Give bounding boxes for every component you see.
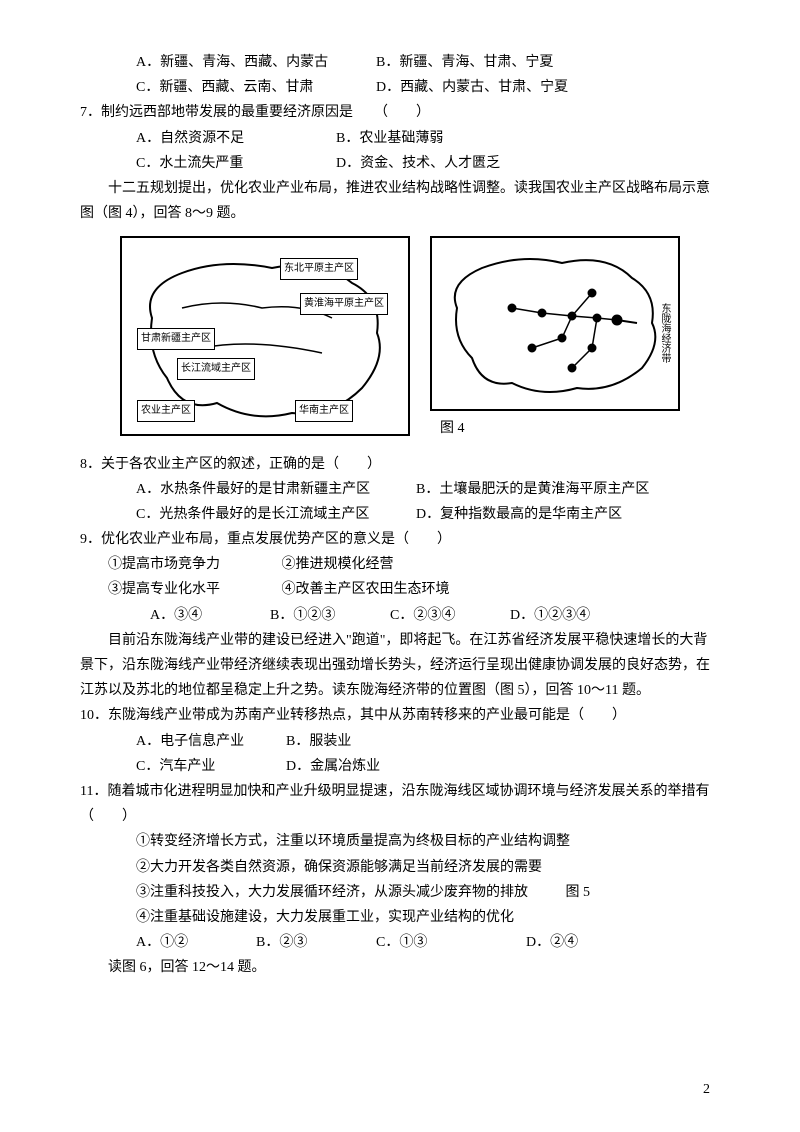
fig4-caption: 图 4 xyxy=(440,416,465,441)
q8-opt-b: B．土壤最肥沃的是黄淮海平原主产区 xyxy=(416,477,649,502)
map-label-dongbei: 东北平原主产区 xyxy=(280,258,358,280)
q7-row2: C．水土流失严重 D．资金、技术、人才匮乏 xyxy=(80,151,720,176)
q6-opt-d: D．西藏、内蒙古、甘肃、宁夏 xyxy=(376,75,568,100)
q7-opt-a: A．自然资源不足 xyxy=(136,126,336,151)
map-label-huanghuai: 黄淮海平原主产区 xyxy=(300,293,388,315)
figure-4-left-map: 东北平原主产区 黄淮海平原主产区 甘肃新疆主产区 长江流域主产区 华南主产区 农… xyxy=(120,236,410,436)
intro-fig4: 十二五规划提出，优化农业产业布局，推进农业结构战略性调整。读我国农业主产区战略布… xyxy=(80,176,720,226)
q11-opts: A．①② B．②③ C．①③ D．②④ xyxy=(80,930,720,955)
q10-opt-c: C．汽车产业 xyxy=(136,754,286,779)
q8-opt-d: D．复种指数最高的是华南主产区 xyxy=(416,502,622,527)
q9-opt-c: C．②③④ xyxy=(390,603,510,628)
q9-s3: ③提高专业化水平 xyxy=(108,577,278,602)
q6-opt-c: C．新疆、西藏、云南、甘肃 xyxy=(136,75,376,100)
intro-fig6: 读图 6，回答 12～14 题。 xyxy=(80,955,720,980)
q7-opt-d: D．资金、技术、人才匮乏 xyxy=(336,151,500,176)
q11-s4: ④注重基础设施建设，大力发展重工业，实现产业结构的优化 xyxy=(80,905,720,930)
q10-opt-d: D．金属冶炼业 xyxy=(286,754,380,779)
q8-row1: A．水热条件最好的是甘肃新疆主产区 B．土壤最肥沃的是黄淮海平原主产区 xyxy=(80,477,720,502)
q9-opt-b: B．①②③ xyxy=(270,603,390,628)
q8-stem: 8．关于各农业主产区的叙述，正确的是（ ） xyxy=(80,452,720,477)
map-label-gansu: 甘肃新疆主产区 xyxy=(137,328,215,350)
q9-s-row1: ①提高市场竞争力 ②推进规模化经营 xyxy=(80,552,720,577)
map-label-huanan: 华南主产区 xyxy=(295,400,353,422)
figure-4-right-map: 东陇海经济带 xyxy=(430,236,680,411)
q6-opt-a: A．新疆、青海、西藏、内蒙古 xyxy=(136,50,376,75)
q7-opt-b: B．农业基础薄弱 xyxy=(336,126,443,151)
q11-opt-c: C．①③ xyxy=(376,930,526,955)
q9-stem: 9．优化农业产业布局，重点发展优势产区的意义是（ ） xyxy=(80,527,720,552)
q9-opts: A．③④ B．①②③ C．②③④ D．①②③④ xyxy=(80,603,720,628)
q9-s1: ①提高市场竞争力 xyxy=(108,552,278,577)
q11-s1: ①转变经济增长方式，注重以环境质量提高为终极目标的产业结构调整 xyxy=(80,829,720,854)
q9-s4: ④改善主产区农田生态环境 xyxy=(282,582,450,597)
q11-opt-a: A．①② xyxy=(136,930,256,955)
q10-opt-b: B．服装业 xyxy=(286,729,351,754)
map-right-label: 东陇海经济带 xyxy=(659,303,670,363)
fig5-caption: 图 5 xyxy=(566,880,591,905)
q7-opt-c: C．水土流失严重 xyxy=(136,151,336,176)
q10-row1: A．电子信息产业 B．服装业 xyxy=(80,729,720,754)
map-label-legend: 农业主产区 xyxy=(137,400,195,422)
q11-s2: ②大力开发各类自然资源，确保资源能够满足当前经济发展的需要 xyxy=(80,855,720,880)
q9-s-row2: ③提高专业化水平 ④改善主产区农田生态环境 xyxy=(80,577,720,602)
q11-opt-b: B．②③ xyxy=(256,930,376,955)
map-label-changjiang: 长江流域主产区 xyxy=(177,358,255,380)
q8-row2: C．光热条件最好的是长江流域主产区 D．复种指数最高的是华南主产区 xyxy=(80,502,720,527)
page-number: 2 xyxy=(703,1077,710,1102)
q11-s3: ③注重科技投入，大力发展循环经济，从源头减少废弃物的排放 xyxy=(80,880,720,905)
q10-row2: C．汽车产业 D．金属冶炼业 xyxy=(80,754,720,779)
q6-options-row2: C．新疆、西藏、云南、甘肃 D．西藏、内蒙古、甘肃、宁夏 xyxy=(80,75,720,100)
q10-stem: 10．东陇海线产业带成为苏南产业转移热点，其中从苏南转移来的产业最可能是（ ） xyxy=(80,703,720,728)
q8-opt-a: A．水热条件最好的是甘肃新疆主产区 xyxy=(136,477,416,502)
q6-opt-b: B．新疆、青海、甘肃、宁夏 xyxy=(376,50,553,75)
q9-opt-a: A．③④ xyxy=(150,603,270,628)
q9-opt-d: D．①②③④ xyxy=(510,603,590,628)
q8-opt-c: C．光热条件最好的是长江流域主产区 xyxy=(136,502,416,527)
q9-s2: ②推进规模化经营 xyxy=(282,557,394,572)
q11-stem: 11．随着城市化进程明显加快和产业升级明显提速，沿东陇海线区域协调环境与经济发展… xyxy=(80,779,720,829)
q10-opt-a: A．电子信息产业 xyxy=(136,729,286,754)
china-network-icon xyxy=(432,238,678,409)
q7-stem: 7．制约远西部地带发展的最重要经济原因是 （ ） xyxy=(80,100,720,125)
q11-opt-d: D．②④ xyxy=(526,930,578,955)
intro-fig5: 目前沿东陇海线产业带的建设已经进入"跑道"，即将起飞。在江苏省经济发展平稳快速增… xyxy=(80,628,720,704)
q7-row1: A．自然资源不足 B．农业基础薄弱 xyxy=(80,126,720,151)
q6-options-row1: A．新疆、青海、西藏、内蒙古 B．新疆、青海、甘肃、宁夏 xyxy=(80,50,720,75)
figures-row: 东北平原主产区 黄淮海平原主产区 甘肃新疆主产区 长江流域主产区 华南主产区 农… xyxy=(80,236,720,441)
